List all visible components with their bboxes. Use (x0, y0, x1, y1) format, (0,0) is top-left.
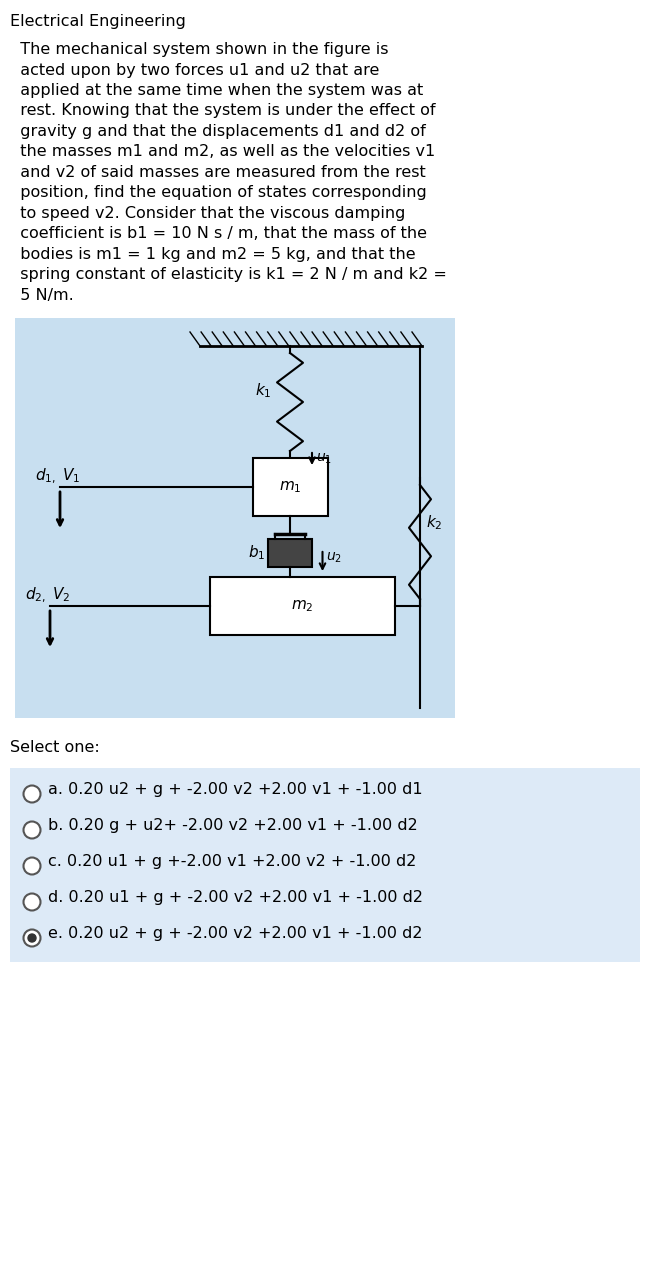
Circle shape (23, 930, 40, 946)
Text: bodies is m1 = 1 kg and m2 = 5 kg, and that the: bodies is m1 = 1 kg and m2 = 5 kg, and t… (10, 247, 415, 262)
Text: b. 0.20 g + u2+ -2.00 v2 +2.00 v1 + -1.00 d2: b. 0.20 g + u2+ -2.00 v2 +2.00 v1 + -1.0… (48, 818, 418, 833)
Text: $k_1$: $k_1$ (255, 382, 272, 400)
Text: $m_1$: $m_1$ (279, 480, 302, 495)
Circle shape (23, 858, 40, 874)
Text: $d_{2,}\ V_2$: $d_{2,}\ V_2$ (25, 586, 71, 606)
Text: coefficient is b1 = 10 N s / m, that the mass of the: coefficient is b1 = 10 N s / m, that the… (10, 226, 427, 242)
Bar (210, 577, 395, 635)
Text: $k_2$: $k_2$ (426, 513, 443, 532)
Circle shape (23, 894, 40, 910)
Text: the masses m1 and m2, as well as the velocities v1: the masses m1 and m2, as well as the vel… (10, 144, 435, 159)
Text: $d_{1,}\ V_1$: $d_{1,}\ V_1$ (35, 467, 80, 486)
Bar (10, 768, 640, 962)
Text: Select one:: Select one: (10, 739, 100, 755)
Text: $u_1$: $u_1$ (316, 451, 332, 467)
Circle shape (23, 786, 40, 802)
Text: e. 0.20 u2 + g + -2.00 v2 +2.00 v1 + -1.00 d2: e. 0.20 u2 + g + -2.00 v2 +2.00 v1 + -1.… (48, 926, 422, 941)
Text: The mechanical system shown in the figure is: The mechanical system shown in the figur… (10, 42, 389, 57)
Text: position, find the equation of states corresponding: position, find the equation of states co… (10, 185, 427, 201)
Text: rest. Knowing that the system is under the effect of: rest. Knowing that the system is under t… (10, 103, 435, 118)
Text: acted upon by two forces u1 and u2 that are: acted upon by two forces u1 and u2 that … (10, 63, 379, 77)
Bar (253, 458, 328, 516)
Text: a. 0.20 u2 + g + -2.00 v2 +2.00 v1 + -1.00 d1: a. 0.20 u2 + g + -2.00 v2 +2.00 v1 + -1.… (48, 782, 422, 797)
Text: gravity g and that the displacements d1 and d2 of: gravity g and that the displacements d1 … (10, 123, 426, 139)
Text: d. 0.20 u1 + g + -2.00 v2 +2.00 v1 + -1.00 d2: d. 0.20 u1 + g + -2.00 v2 +2.00 v1 + -1.… (48, 890, 423, 905)
Text: $m_2$: $m_2$ (291, 598, 314, 613)
Text: c. 0.20 u1 + g +-2.00 v1 +2.00 v2 + -1.00 d2: c. 0.20 u1 + g +-2.00 v1 +2.00 v2 + -1.0… (48, 854, 417, 869)
Text: 5 N/m.: 5 N/m. (10, 288, 74, 303)
Circle shape (28, 934, 36, 943)
Text: applied at the same time when the system was at: applied at the same time when the system… (10, 84, 423, 98)
Text: to speed v2. Consider that the viscous damping: to speed v2. Consider that the viscous d… (10, 206, 406, 221)
Text: Electrical Engineering: Electrical Engineering (10, 14, 186, 30)
Bar (15, 318, 455, 718)
Circle shape (23, 822, 40, 838)
Text: $b_1$: $b_1$ (248, 544, 265, 562)
Text: $u_2$: $u_2$ (327, 550, 343, 566)
Text: and v2 of said masses are measured from the rest: and v2 of said masses are measured from … (10, 165, 426, 180)
Bar (268, 539, 312, 567)
Text: spring constant of elasticity is k1 = 2 N / m and k2 =: spring constant of elasticity is k1 = 2 … (10, 267, 447, 283)
